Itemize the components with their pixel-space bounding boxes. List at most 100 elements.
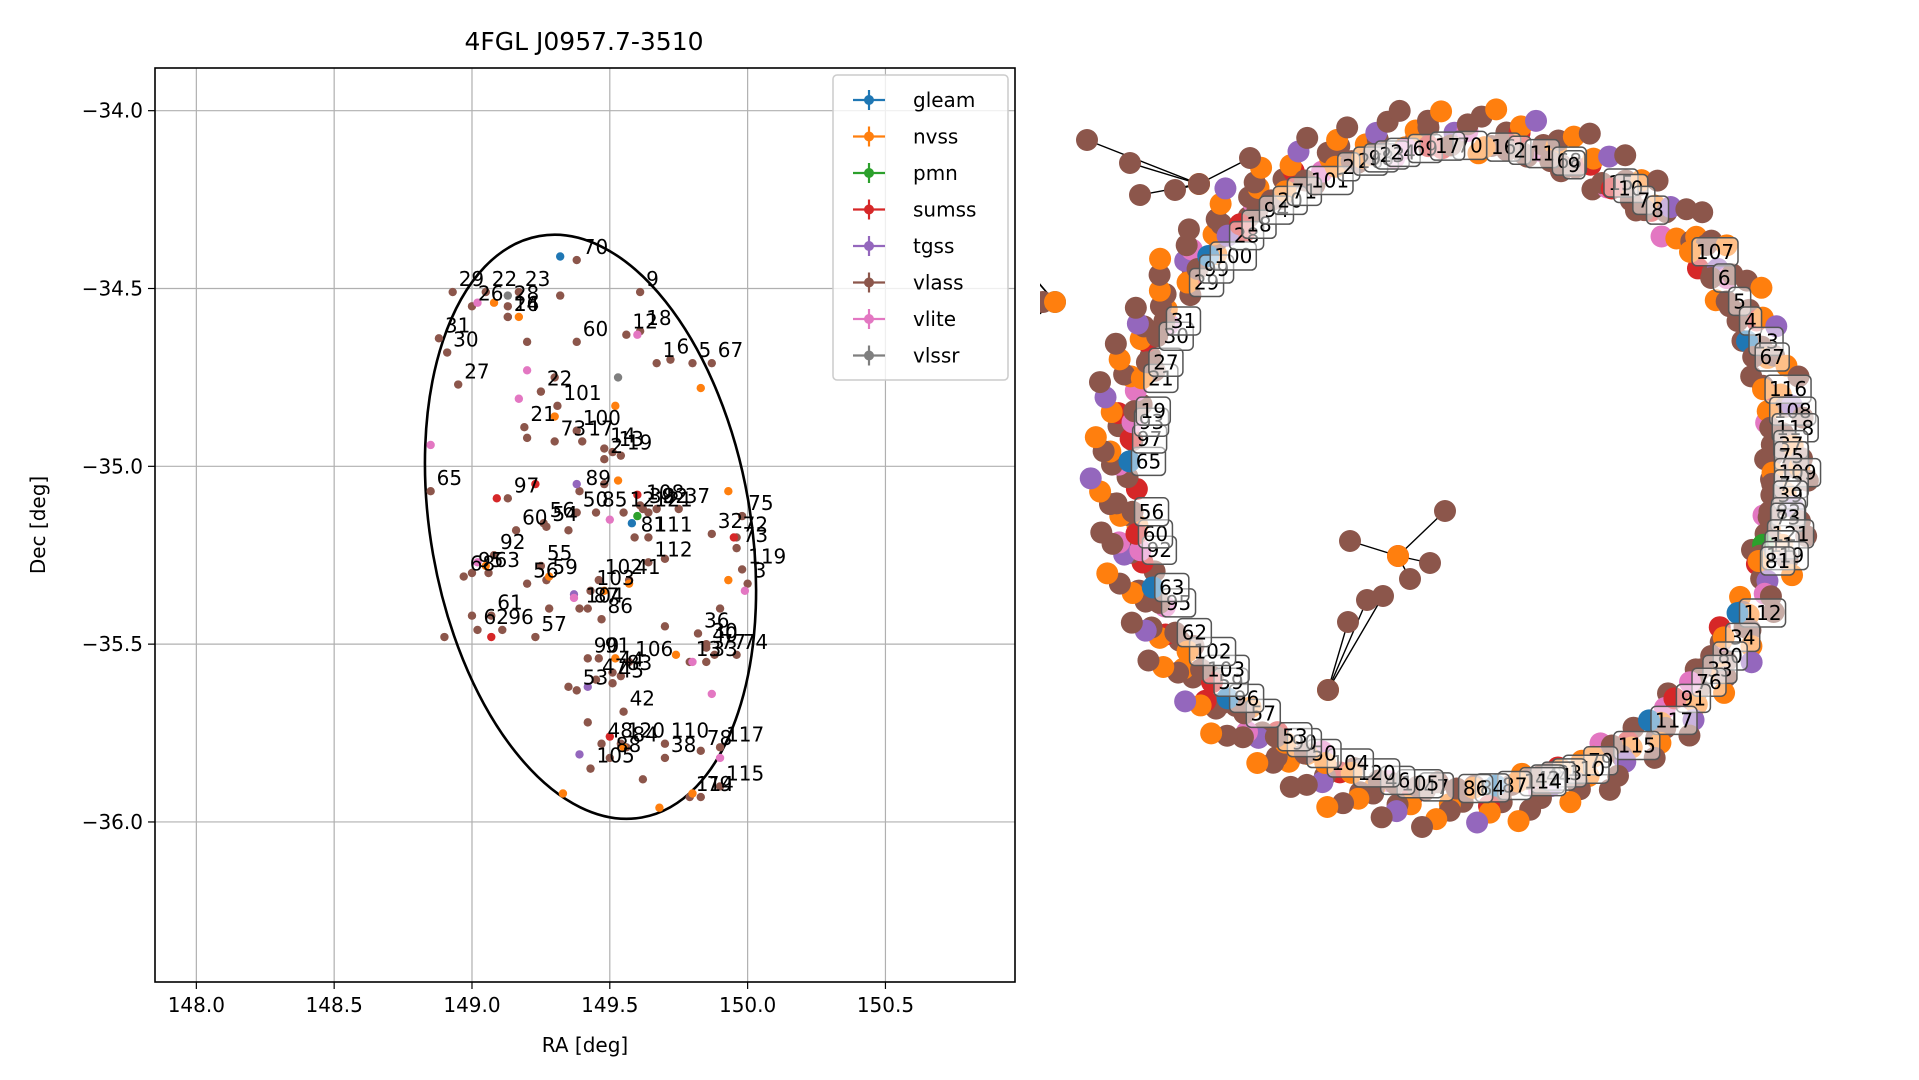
- data-point-sumss: [487, 632, 496, 642]
- point-label: 17: [588, 416, 613, 440]
- data-point-vlass: [630, 533, 639, 542]
- graph-node: [1370, 806, 1393, 829]
- node-label-box: [1712, 263, 1736, 293]
- node-label-box: [1650, 705, 1698, 736]
- data-point-vlass: [578, 437, 587, 446]
- node-label-box: [1759, 546, 1796, 576]
- error-ellipse: [423, 233, 758, 821]
- data-point-vlass: [426, 487, 435, 496]
- point-label: 89: [585, 466, 610, 490]
- data-point-vlass: [715, 743, 725, 752]
- data-point-vlass: [503, 302, 513, 311]
- node-label: 6: [1718, 266, 1731, 290]
- legend-label-sumss: sumss: [913, 198, 976, 222]
- data-point-vlass: [693, 629, 703, 638]
- point-label: 41: [635, 555, 660, 579]
- legend-label-tgss: tgss: [913, 234, 954, 258]
- data-point-vlass: [644, 533, 653, 542]
- graph-node: [1388, 99, 1411, 122]
- graph-node: [1079, 467, 1102, 490]
- node-label-box: [1277, 721, 1313, 752]
- data-point-vlass: [737, 511, 747, 521]
- node-label-box: [1154, 572, 1190, 603]
- node-label: 11: [1530, 142, 1555, 166]
- point-label: 31: [445, 313, 470, 337]
- data-point-nvss: [624, 579, 634, 588]
- data-point-sumss: [729, 533, 739, 542]
- graph-node: [1090, 521, 1113, 544]
- data-point-sumss: [633, 490, 642, 499]
- plot-frame: [154, 67, 1016, 983]
- data-point-vlite: [522, 366, 532, 375]
- graph-node: [1104, 332, 1127, 355]
- graph-edge: [1327, 595, 1384, 691]
- graph-node: [1614, 144, 1637, 167]
- data-point-vlass: [600, 444, 609, 453]
- point-label: 3: [754, 559, 767, 583]
- node-label-box: [1457, 773, 1494, 804]
- node-label-box: [1754, 342, 1790, 372]
- point-label: 60: [522, 505, 547, 529]
- data-point-vlass: [572, 508, 581, 517]
- point-label: 28: [514, 281, 539, 305]
- point-label: 84: [632, 722, 657, 746]
- node-label-box: [1562, 150, 1586, 180]
- x-tick-label: 148.0: [168, 993, 225, 1017]
- node-label: 62: [1182, 621, 1207, 645]
- point-label: 9: [646, 267, 659, 291]
- data-point-vlass: [564, 526, 573, 535]
- point-label: 100: [583, 406, 621, 430]
- data-point-vlass: [572, 255, 581, 265]
- x-tick-label: 148.5: [306, 993, 363, 1017]
- point-label: 75: [748, 491, 773, 515]
- point-label: 32: [718, 509, 743, 533]
- legend-marker-sumss: [864, 204, 874, 215]
- graph-edge: [1327, 599, 1368, 691]
- point-label: 85: [602, 488, 627, 512]
- data-point-vlass: [605, 753, 615, 763]
- node-label-box: [1738, 598, 1787, 628]
- data-point-vlass: [696, 746, 705, 756]
- data-point-vlass: [715, 782, 725, 791]
- data-point-nvss: [489, 298, 499, 307]
- x-tick-label: 150.5: [857, 993, 914, 1017]
- y-tick-label: −36.0: [82, 810, 143, 834]
- point-label: 117: [726, 722, 764, 746]
- graph-node: [1411, 815, 1434, 838]
- data-point-vlass: [660, 554, 670, 563]
- graph-node: [1174, 690, 1197, 713]
- data-point-vlass: [696, 792, 705, 802]
- data-point-vlass: [522, 579, 532, 588]
- point-label: 68: [470, 552, 495, 576]
- point-label: 33: [712, 637, 737, 661]
- node-label: 56: [1139, 500, 1164, 524]
- data-point-vlass: [660, 739, 670, 748]
- data-point-vlass: [624, 657, 634, 667]
- x-tick-label: 149.5: [581, 993, 638, 1017]
- point-label: 67: [718, 338, 743, 362]
- data-point-vlite: [633, 330, 642, 339]
- data-point-vlass: [434, 334, 444, 343]
- data-point-vlssr: [613, 373, 623, 382]
- y-tick-label: −34.0: [82, 99, 143, 123]
- data-point-nvss: [600, 586, 609, 595]
- data-point-vlass: [594, 654, 603, 663]
- data-point-vlass: [536, 387, 546, 396]
- point-label: 26: [478, 281, 503, 305]
- data-point-vlass: [544, 604, 554, 613]
- data-point-vlssr: [503, 291, 513, 300]
- point-label: 44: [619, 648, 644, 672]
- point-label: 12: [630, 488, 655, 512]
- point-label: 101: [563, 381, 601, 405]
- data-point-vlass: [531, 632, 540, 642]
- graph-node: [1485, 98, 1508, 121]
- point-label: 103: [597, 566, 635, 590]
- point-label: 65: [437, 466, 462, 490]
- point-label: 45: [619, 658, 644, 682]
- data-point-vlass: [448, 287, 457, 297]
- node-label: 63: [1159, 575, 1184, 599]
- point-label: 2: [610, 434, 623, 458]
- legend-marker-nvss: [864, 131, 874, 142]
- data-point-vlass: [608, 679, 617, 688]
